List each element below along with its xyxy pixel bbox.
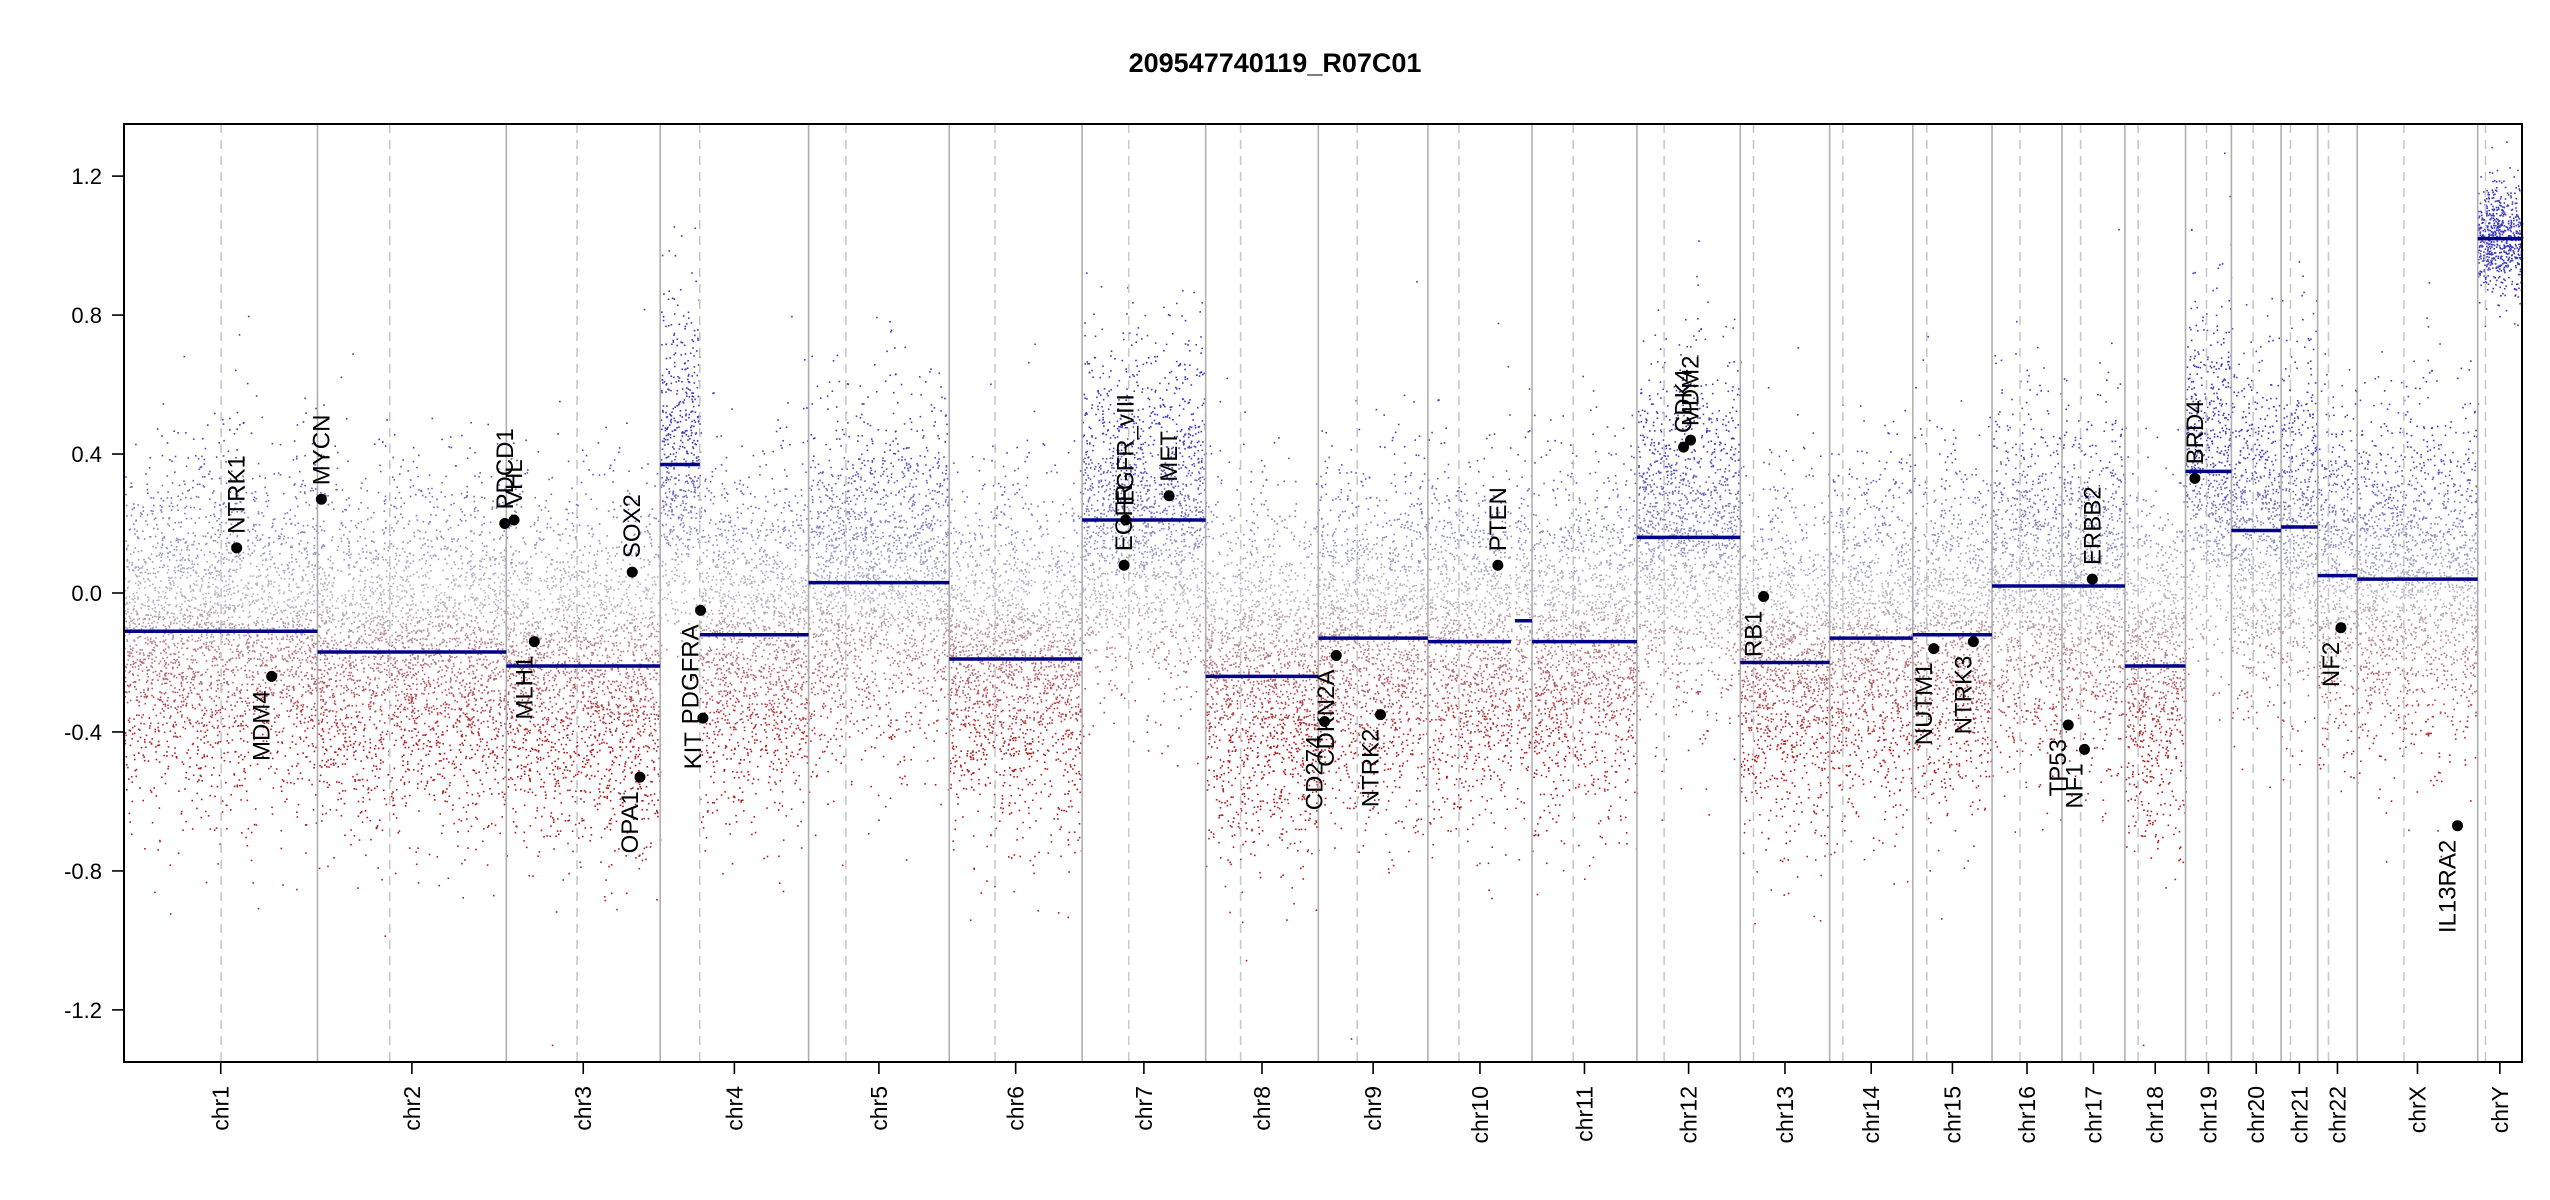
- probe-points: [124, 141, 2524, 1046]
- gene-marker-NF1: [2079, 744, 2090, 755]
- gene-label-VHL: VHL: [501, 459, 528, 506]
- gene-marker-MLH1: [529, 636, 540, 647]
- gene-label-MET: MET: [1156, 431, 1183, 482]
- gene-label-PDGFRA: PDGFRA: [678, 624, 705, 724]
- y-axis: -1.2 -0.8 -0.4 0.0 0.4 0.8 1.2: [64, 164, 124, 1023]
- x-tick-label-chr2: chr2: [399, 1086, 425, 1131]
- x-tick-label-chr1: chr1: [208, 1086, 234, 1131]
- gene-label-SOX2: SOX2: [619, 494, 646, 558]
- gene-marker-TP53: [2063, 720, 2074, 731]
- gene-label-MYCN: MYCN: [308, 415, 335, 486]
- gene-marker-MDM2: [1685, 435, 1696, 446]
- gene-label-RB1: RB1: [1741, 610, 1768, 657]
- gene-label-EGFR: EGFR: [1111, 485, 1138, 552]
- gene-marker-IL13RA2: [2452, 820, 2463, 831]
- gene-marker-KIT: [697, 713, 708, 724]
- gene-marker-NUTM1: [1928, 643, 1939, 654]
- gene-label-MDM4: MDM4: [249, 690, 276, 761]
- cnv-plot-svg: 209547740119_R07C01 NTRK1MDM4MYCN PDCD1VH…: [0, 0, 2550, 1200]
- gene-marker-MET: [1164, 490, 1175, 501]
- gene-label-NTRK2: NTRK2: [1358, 729, 1385, 808]
- y-tick-label: -1.2: [64, 998, 102, 1023]
- x-tick-label-chr13: chr13: [1772, 1086, 1798, 1144]
- x-tick-label-chr5: chr5: [866, 1086, 892, 1131]
- x-tick-label-chr8: chr8: [1249, 1086, 1275, 1131]
- chromosome-boundaries: [221, 124, 2485, 1062]
- gene-marker-ERBB2: [2087, 574, 2098, 585]
- plot-frame: [124, 124, 2522, 1062]
- gene-marker-PDGFRA: [695, 605, 706, 616]
- x-tick-label-chr21: chr21: [2286, 1086, 2312, 1144]
- x-tick-label-chr3: chr3: [570, 1086, 596, 1131]
- gene-marker-NTRK1: [231, 542, 242, 553]
- x-tick-label-chr14: chr14: [1858, 1086, 1884, 1144]
- gene-marker-CDKN2A: [1331, 650, 1342, 661]
- y-tick-label: 0.8: [71, 303, 102, 328]
- gene-label-BRD4: BRD4: [2182, 400, 2209, 464]
- gene-marker-NTRK2: [1375, 709, 1386, 720]
- x-tick-label-chr15: chr15: [1939, 1086, 1965, 1144]
- y-tick-label: -0.4: [64, 720, 102, 745]
- gene-marker-NTRK3: [1968, 636, 1979, 647]
- y-tick-label: -0.8: [64, 859, 102, 884]
- x-tick-label-chr18: chr18: [2142, 1086, 2168, 1144]
- x-tick-label-chr16: chr16: [2014, 1086, 2040, 1144]
- gene-marker-VHL: [509, 515, 520, 526]
- x-tick-label-chr19: chr19: [2195, 1086, 2221, 1144]
- gene-label-IL13RA2: IL13RA2: [2435, 840, 2462, 933]
- gene-label-MLH1: MLH1: [511, 656, 538, 720]
- gene-marker-MYCN: [316, 494, 327, 505]
- x-tick-label-chr17: chr17: [2080, 1086, 2106, 1144]
- x-tick-label-chr12: chr12: [1676, 1086, 1702, 1144]
- y-tick-label: 0.4: [71, 442, 102, 467]
- x-tick-label-chr10: chr10: [1467, 1086, 1493, 1144]
- x-tick-label-chr4: chr4: [721, 1086, 747, 1131]
- gene-label-KIT: KIT: [680, 732, 707, 770]
- gene-label-OPA1: OPA1: [617, 791, 644, 853]
- x-tick-label-chr9: chr9: [1360, 1086, 1386, 1131]
- gene-marker-OPA1: [634, 772, 645, 783]
- gene-marker-EGFR: [1119, 560, 1130, 571]
- gene-label-NUTM1: NUTM1: [1911, 663, 1938, 746]
- x-tick-label-chr6: chr6: [1003, 1086, 1029, 1131]
- x-tick-label-chr7: chr7: [1131, 1086, 1157, 1131]
- x-tick-label-chr11: chr11: [1571, 1086, 1597, 1142]
- x-tick-label-chr22: chr22: [2324, 1086, 2350, 1144]
- gene-marker-SOX2: [627, 567, 638, 578]
- x-tick-label-chrY: chrY: [2487, 1086, 2513, 1133]
- y-tick-label: 1.2: [71, 164, 102, 189]
- gene-label-PTEN: PTEN: [1485, 487, 1512, 551]
- gene-marker-RB1: [1758, 591, 1769, 602]
- segments: [124, 239, 2522, 677]
- gene-marker-MDM4: [266, 671, 277, 682]
- gene-marker-BRD4: [2189, 473, 2200, 484]
- gene-marker-NF2: [2335, 622, 2346, 633]
- y-tick-label: 0.0: [71, 581, 102, 606]
- x-tick-label-chrX: chrX: [2404, 1086, 2430, 1133]
- gene-marker-PTEN: [1492, 560, 1503, 571]
- gene-label-CDKN2A: CDKN2A: [1313, 670, 1340, 767]
- gene-label-ERBB2: ERBB2: [2079, 486, 2106, 565]
- x-tick-label-chr20: chr20: [2243, 1086, 2269, 1144]
- gene-label-NTRK1: NTRK1: [224, 455, 251, 534]
- gene-label-NF1: NF1: [2062, 763, 2089, 808]
- x-axis: chr1 chr2 chr3 chr4 chr5 chr6 chr7 chr8 chr9 chr1…: [208, 1062, 2513, 1144]
- cnv-plot: 209547740119_R07C01 NTRK1 MDM4 MYCN PDCD1 VH…: [0, 0, 2550, 1200]
- gene-label-MDM2: MDM2: [1678, 355, 1705, 426]
- gene-label-NTRK3: NTRK3: [1950, 656, 1977, 735]
- chart-title: 209547740119_R07C01: [1129, 48, 1422, 78]
- gene-label-NF2: NF2: [2318, 642, 2345, 687]
